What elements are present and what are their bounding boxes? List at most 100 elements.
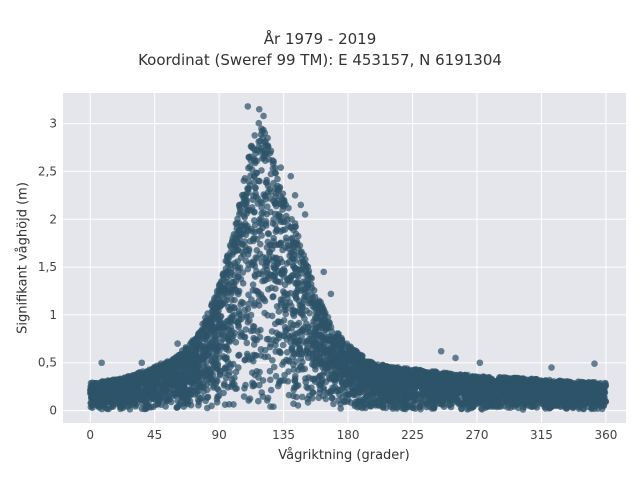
data-point xyxy=(304,354,312,362)
data-point xyxy=(337,405,345,412)
data-point xyxy=(248,355,255,363)
data-point xyxy=(361,399,369,407)
data-point xyxy=(214,316,222,323)
data-point xyxy=(264,230,272,237)
data-point xyxy=(254,397,262,405)
data-point xyxy=(473,388,481,396)
data-point xyxy=(225,371,232,379)
data-point xyxy=(382,397,390,404)
data-point xyxy=(287,319,295,327)
data-point xyxy=(330,400,337,408)
data-point xyxy=(345,379,353,387)
data-point xyxy=(237,254,245,261)
data-point xyxy=(388,397,396,405)
data-point xyxy=(299,303,306,311)
data-point xyxy=(255,138,262,145)
data-point xyxy=(336,370,344,378)
data-point xyxy=(277,349,284,357)
data-point xyxy=(232,339,240,346)
data-point xyxy=(256,219,263,226)
data-point xyxy=(247,327,255,335)
data-point xyxy=(267,188,274,196)
data-point xyxy=(250,302,258,309)
data-point xyxy=(145,398,152,406)
data-point xyxy=(251,271,259,279)
data-point xyxy=(294,232,302,240)
data-point xyxy=(257,149,264,156)
data-point xyxy=(269,357,276,364)
data-point xyxy=(251,208,258,216)
data-point xyxy=(313,298,321,306)
data-point xyxy=(219,329,226,337)
data-point xyxy=(418,393,426,401)
data-point xyxy=(306,309,313,317)
data-point xyxy=(247,172,254,179)
data-point xyxy=(117,382,124,390)
data-point xyxy=(232,220,240,227)
data-point xyxy=(227,383,235,390)
data-point xyxy=(328,394,336,402)
data-point xyxy=(305,275,312,283)
data-point xyxy=(258,204,265,211)
data-point xyxy=(277,193,285,200)
data-point xyxy=(374,399,381,407)
data-point xyxy=(284,276,291,283)
data-point xyxy=(255,381,263,389)
data-point xyxy=(451,381,459,389)
data-point xyxy=(231,374,238,382)
data-point xyxy=(402,374,410,382)
data-point xyxy=(254,288,262,296)
data-point xyxy=(238,298,245,306)
data-point xyxy=(360,370,367,377)
data-point xyxy=(318,331,325,339)
data-point xyxy=(302,375,309,382)
data-point xyxy=(251,184,259,192)
data-point xyxy=(288,344,296,352)
data-point xyxy=(280,288,287,295)
data-point xyxy=(242,192,249,200)
data-point xyxy=(318,302,326,309)
data-point xyxy=(355,382,362,390)
data-point xyxy=(325,333,332,340)
data-point xyxy=(393,405,401,412)
data-point xyxy=(212,352,220,360)
data-point xyxy=(387,403,395,410)
data-point xyxy=(216,344,224,351)
data-point xyxy=(296,337,303,344)
data-point xyxy=(250,334,257,342)
data-point xyxy=(279,341,287,349)
data-point xyxy=(240,393,248,400)
data-point xyxy=(241,385,248,392)
data-point xyxy=(243,202,250,209)
data-point xyxy=(221,269,228,277)
data-point xyxy=(302,347,310,355)
data-point xyxy=(304,325,311,333)
data-point xyxy=(283,212,290,220)
data-point xyxy=(271,272,279,280)
data-point xyxy=(246,395,254,403)
data-point xyxy=(242,326,250,333)
data-point xyxy=(316,373,324,380)
data-point xyxy=(260,191,268,198)
data-point xyxy=(308,322,316,329)
data-point xyxy=(279,246,286,254)
data-point xyxy=(258,232,265,239)
data-point xyxy=(575,378,582,386)
data-point xyxy=(231,296,238,304)
data-point xyxy=(257,240,264,248)
data-point xyxy=(310,287,318,294)
data-point xyxy=(288,216,296,223)
data-point xyxy=(220,382,228,389)
data-point xyxy=(235,351,243,359)
data-point xyxy=(286,252,293,260)
data-point xyxy=(254,328,261,335)
data-point xyxy=(519,406,527,413)
data-point xyxy=(195,359,203,367)
data-point xyxy=(170,381,178,389)
data-point xyxy=(245,300,252,308)
data-point xyxy=(288,325,296,332)
data-point xyxy=(250,380,258,388)
data-point xyxy=(485,376,492,383)
data-point xyxy=(264,353,272,361)
data-point xyxy=(267,376,274,384)
